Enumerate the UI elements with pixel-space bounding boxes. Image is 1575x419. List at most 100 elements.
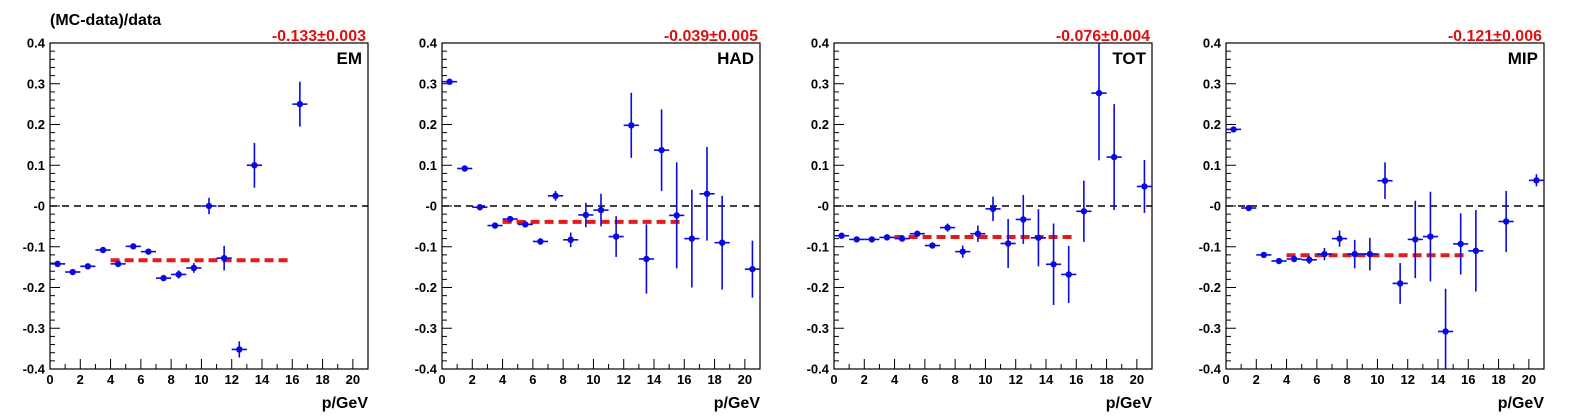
panel-tot-ytick-label: -0.1: [807, 239, 829, 254]
panel-em-point-marker: [160, 274, 167, 282]
panel-mip-point: [1362, 237, 1378, 271]
panel-tot-point-marker: [1065, 271, 1072, 278]
panel-tot-label: TOT: [1112, 49, 1146, 68]
panel-had-ytick-label: -0.3: [415, 321, 437, 336]
panel-mip-point-marker: [1533, 177, 1540, 184]
panels: -0.4 -0.3 -0.2 -0.1 -0 0.1 0.2 0.3 0.4 0 2 4 6 8 10 12 1…: [23, 28, 1545, 412]
panel-tot-point-marker: [944, 224, 951, 231]
panel-had-xtick-label: 14: [647, 372, 662, 387]
panel-em-xtick-label: 8: [168, 372, 175, 387]
panel-mip-xtick-label: 20: [1522, 372, 1536, 387]
panel-em-xtick-label: 20: [346, 372, 360, 387]
panel-em-point: [216, 245, 232, 271]
panel-had-point: [593, 193, 609, 227]
panel-mip-point-marker: [1351, 250, 1358, 258]
panel-tot-xtick-label: 6: [921, 372, 928, 387]
panel-mip-xtick-label: 18: [1491, 372, 1505, 387]
panel-em-xtick-label: 4: [107, 372, 115, 387]
panel-mip-xtick-label: 12: [1400, 372, 1414, 387]
panel-em-point-marker: [54, 260, 61, 268]
panel-tot-point: [1000, 219, 1016, 268]
panel-mip-point-marker: [1245, 204, 1252, 212]
panel-had-ytick-label: 0.2: [419, 117, 437, 132]
panel-mip-point-marker: [1321, 250, 1328, 258]
panel-tot-xlabel: p/GeV: [1106, 395, 1153, 412]
panel-tot-ytick-label: 0.2: [811, 117, 829, 132]
panel-mip-fit-value: -0.121±0.006: [1448, 28, 1542, 45]
panel-em-point: [65, 268, 81, 276]
panel-em-point-marker: [84, 263, 92, 270]
panel-em-point-marker: [99, 246, 107, 254]
panel-em-point-marker: [145, 248, 152, 255]
panel-had-point: [442, 78, 458, 85]
panel-em-point-marker: [205, 202, 213, 210]
panel-em-point: [201, 197, 217, 215]
panel-mip-xtick-label: 16: [1461, 372, 1475, 387]
panel-had-point-marker: [749, 265, 756, 273]
panel-mip-xtick-label: 6: [1313, 372, 1320, 387]
panel-mip-point-marker: [1442, 328, 1449, 335]
panel-had-point-marker: [612, 233, 620, 240]
panel-had-point: [608, 216, 624, 257]
panel-em-xtick-label: 6: [137, 372, 144, 387]
panel-em-point: [50, 260, 66, 268]
panel-mip-ytick-label: -0.4: [1199, 362, 1222, 377]
panel-tot-point: [849, 236, 865, 243]
panel-tot-ytick-label: 0.3: [811, 76, 829, 91]
panel-had-point-marker: [718, 239, 726, 246]
panel-tot-xtick-label: 18: [1099, 372, 1113, 387]
panel-tot-point-marker: [1095, 89, 1103, 97]
panel-tot-xtick-label: 8: [952, 372, 959, 387]
panel-mip-ytick-label: 0.4: [1203, 36, 1222, 51]
panel-tot-point: [955, 245, 971, 258]
panel-tot-point-marker: [959, 248, 966, 255]
panel-mip-point-marker: [1260, 251, 1268, 259]
panel-em-xtick-label: 0: [46, 372, 53, 387]
panel-em-point: [246, 142, 262, 188]
panel-mip-point: [1498, 190, 1514, 253]
panel-em-xtick-label: 2: [77, 372, 84, 387]
panel-mip-point-marker: [1412, 236, 1419, 243]
panel-had-point: [457, 165, 473, 172]
panel-had-point: [502, 215, 518, 223]
panel-tot-point-marker: [853, 236, 860, 243]
panel-mip-point: [1316, 247, 1332, 261]
panel-had-fit-value: -0.039±0.005: [664, 28, 758, 45]
panel-mip-ytick-label: 0.1: [1203, 158, 1221, 173]
panel-had-point: [654, 109, 670, 191]
panel-mip-point-marker: [1290, 255, 1298, 263]
panel-tot-point: [834, 232, 850, 239]
panel-had-xtick-label: 16: [677, 372, 691, 387]
panel-em-ytick-label: -0.1: [23, 239, 45, 254]
panel-had-xlabel: p/GeV: [714, 395, 761, 412]
panel-had-point-marker: [643, 255, 650, 263]
panel-tot-ytick-label: -0.3: [807, 321, 829, 336]
panel-tot-point-marker: [1141, 183, 1148, 190]
panel-mip-ytick-label: -0.3: [1199, 321, 1221, 336]
panel-tot-point: [1061, 245, 1077, 303]
panel-had-point: [638, 224, 654, 294]
panel-tot-point: [970, 225, 986, 242]
panel-mip-point-marker: [1366, 250, 1374, 258]
panel-em-point: [110, 260, 126, 268]
panel-tot-point: [924, 242, 940, 249]
panel-tot-xtick-label: 2: [861, 372, 868, 387]
panel-had-point-marker: [461, 165, 468, 172]
panel-had-xtick-label: 18: [707, 372, 721, 387]
panel-em-xtick-label: 18: [315, 372, 329, 387]
panel-tot-point-marker: [914, 230, 921, 237]
panel-tot-point-marker: [1004, 240, 1012, 247]
panel-tot-xtick-label: 16: [1069, 372, 1083, 387]
panel-em-point-marker: [236, 346, 243, 353]
panel-had-ytick-label: 0.1: [419, 158, 437, 173]
panel-had-xtick-label: 8: [560, 372, 567, 387]
panel-mip-point: [1271, 257, 1287, 265]
panel-mip-point-marker: [1396, 280, 1404, 287]
panel-had-xtick-label: 2: [469, 372, 476, 387]
panel-tot-point-marker: [1050, 261, 1057, 268]
panel-em-point-marker: [130, 243, 137, 250]
panel-mip-xtick-label: 8: [1344, 372, 1351, 387]
panel-had-point: [532, 238, 548, 245]
panel-tot-point-marker: [989, 205, 997, 213]
panel-em-point-marker: [69, 268, 76, 276]
